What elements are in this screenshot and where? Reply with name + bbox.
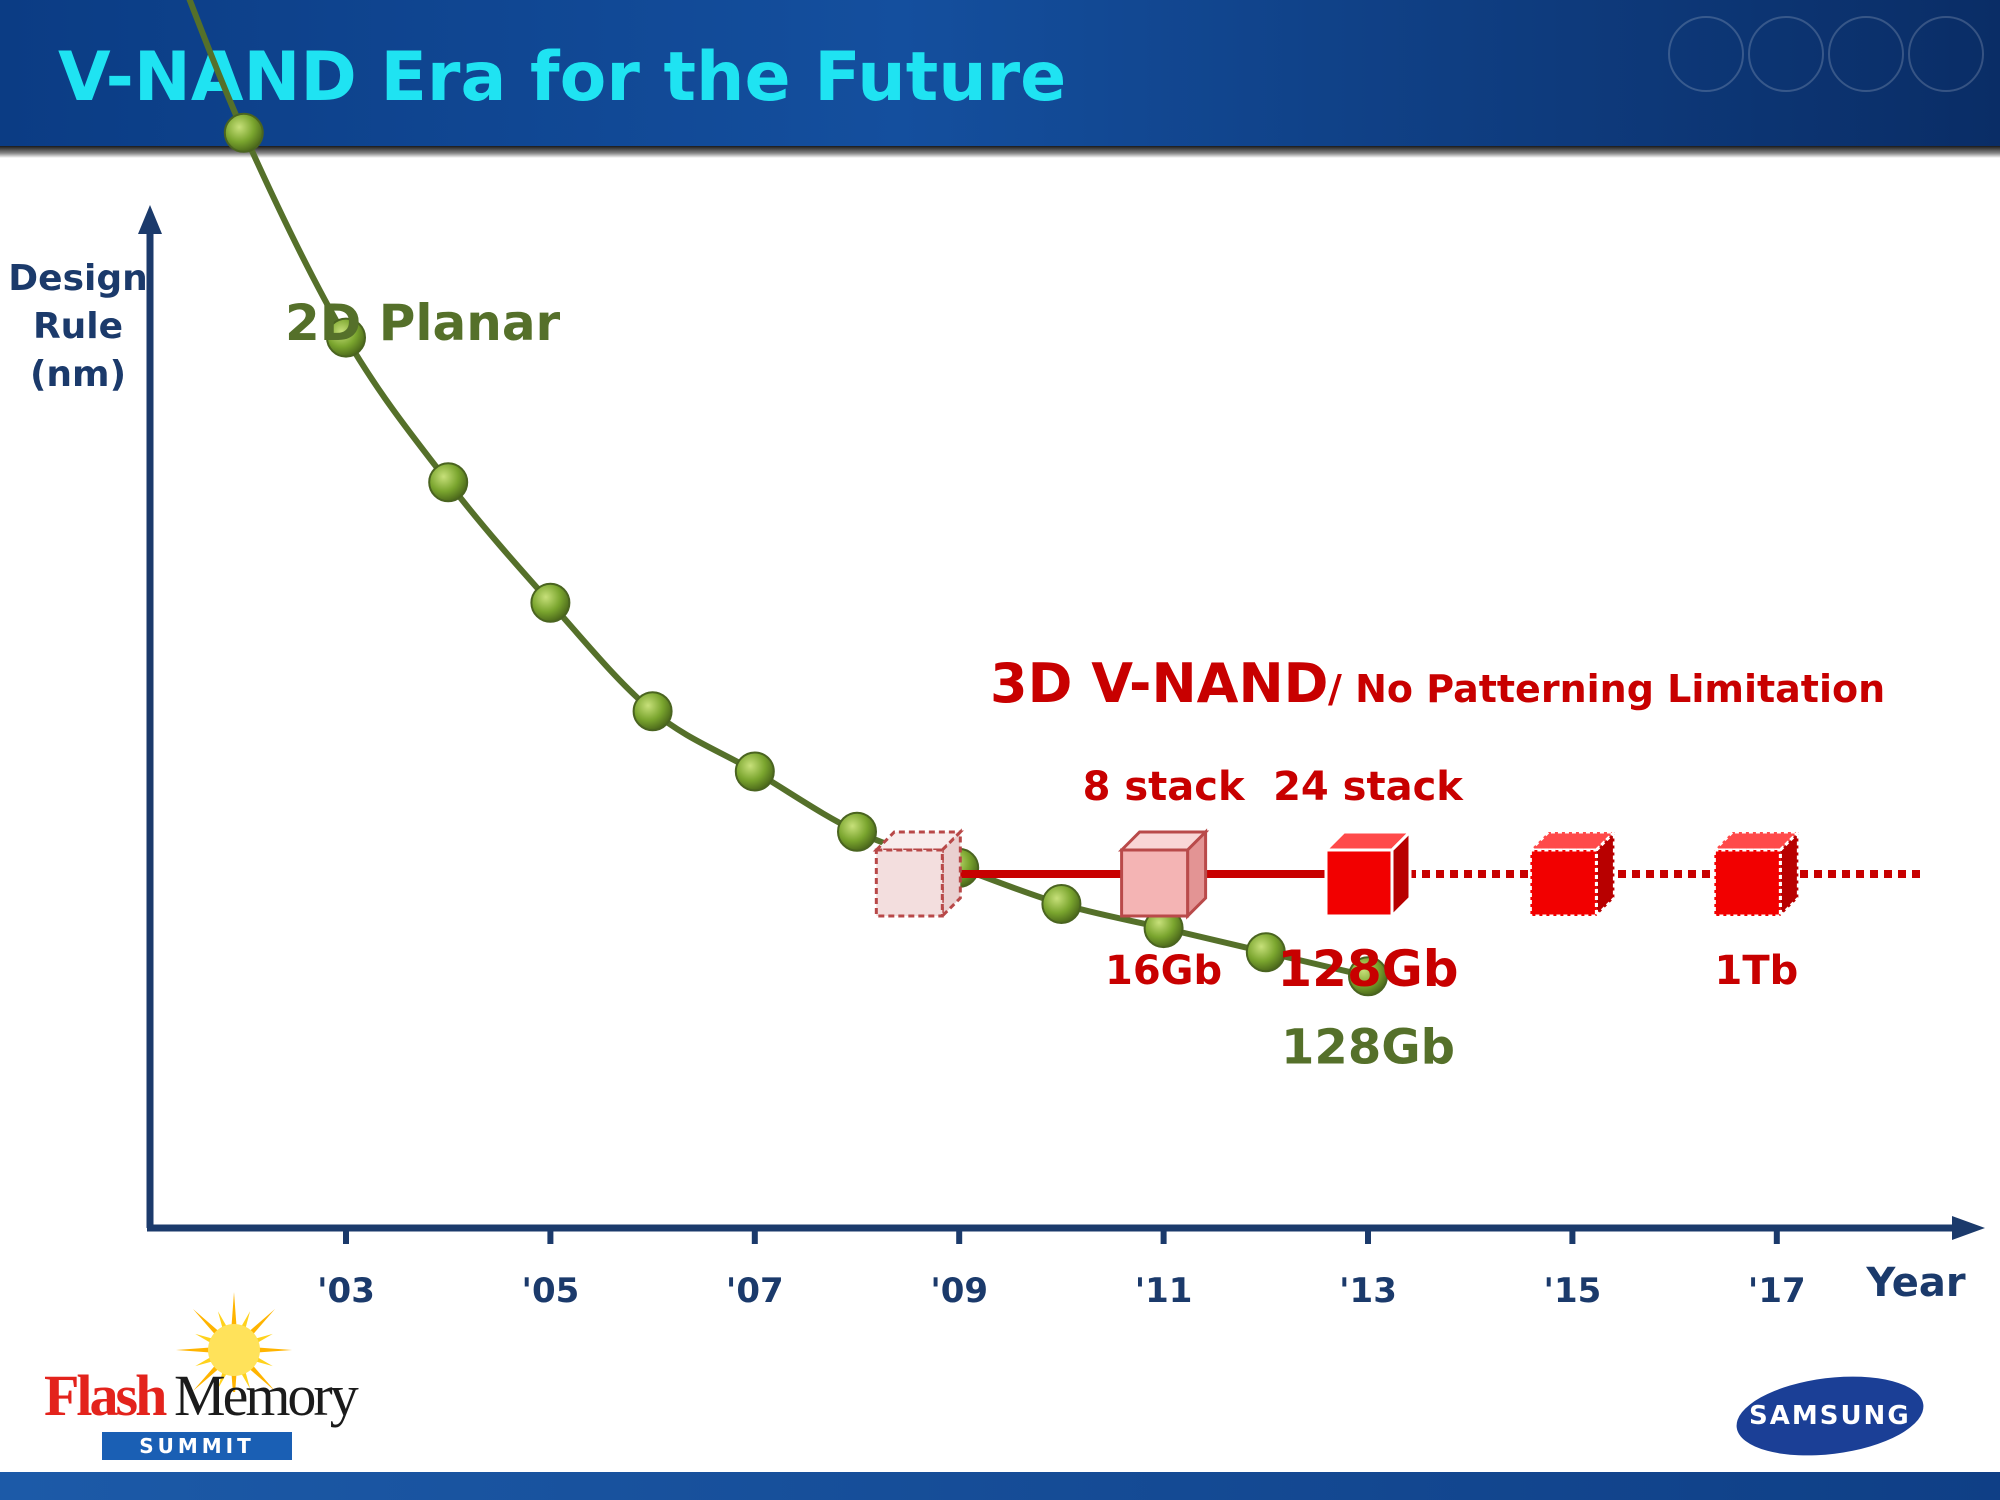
x-tick-label: '09 <box>930 1271 988 1311</box>
vnand-cube <box>1117 828 1210 920</box>
footer-bar <box>0 1472 2000 1500</box>
x-tick-label: '15 <box>1544 1271 1602 1311</box>
header-divider <box>0 146 2000 158</box>
x-tick-label: '17 <box>1748 1271 1806 1311</box>
cube-front <box>874 848 944 918</box>
disc-icon <box>1908 16 1984 92</box>
axis-labels: Design Rule (nm) Year <box>8 258 1966 1306</box>
vnand-capacity-label: 128Gb <box>1277 940 1458 998</box>
title-bar: V-NAND Era for the Future <box>0 0 2000 146</box>
planar-series: 2D Planar 128Gb <box>186 0 1455 1075</box>
vnand-title: 3D V-NAND <box>990 652 1328 715</box>
sun-ray <box>231 1371 237 1392</box>
sun-icon <box>176 1292 292 1392</box>
y-axis-arrow <box>138 205 162 234</box>
y-axis-label: (nm) <box>30 354 126 395</box>
vnand-cube <box>1710 828 1802 920</box>
chart-axes <box>138 205 1985 1244</box>
vnand-capacity-label: 16Gb <box>1105 948 1222 994</box>
chip-icon <box>1668 16 1744 92</box>
sun-ray <box>192 1308 221 1337</box>
processor-icon <box>1828 16 1904 92</box>
logo-memory-text: Memory <box>174 1363 359 1428</box>
logo-flash-text: Flash <box>44 1363 167 1428</box>
x-tick-label: '03 <box>317 1271 375 1311</box>
vnand-cube <box>872 828 964 920</box>
cube-front <box>1528 848 1598 918</box>
sun-ray <box>231 1292 237 1329</box>
vnand-stack-label: 24 stack <box>1273 764 1464 810</box>
planar-point <box>223 112 264 153</box>
planar-point <box>734 751 775 792</box>
planar-point <box>1041 884 1082 924</box>
vnand-cube <box>1322 828 1414 920</box>
planar-point <box>530 582 571 623</box>
x-tick-label: '11 <box>1135 1271 1193 1311</box>
cube-side <box>1594 828 1616 920</box>
cube-front <box>1712 848 1782 918</box>
x-tick-label: '13 <box>1339 1271 1397 1311</box>
flash-memory-summit-logo: Flash Memory SUMMIT <box>44 1282 364 1462</box>
planar-series-name: 2D Planar <box>285 294 561 352</box>
sun-ray <box>247 1363 276 1392</box>
cube-front <box>1120 848 1190 918</box>
sun-ray <box>255 1347 292 1353</box>
x-tick-label: '07 <box>726 1271 784 1311</box>
y-axis-label: Rule <box>33 306 123 347</box>
planar-point <box>632 691 673 732</box>
vnand-cube <box>1526 828 1619 920</box>
planar-end-label: 128Gb <box>1281 1019 1455 1075</box>
sun-ray <box>247 1308 276 1337</box>
x-axis-arrow <box>1952 1216 1985 1240</box>
planar-point <box>326 317 366 358</box>
sun-ray <box>176 1347 213 1353</box>
planar-point <box>1245 932 1286 973</box>
logo-summit-text: SUMMIT <box>102 1432 292 1460</box>
vnand-subtitle: / No Patterning Limitation <box>1328 667 1885 711</box>
planar-point <box>1348 956 1388 997</box>
x-tick-label: '05 <box>522 1271 580 1311</box>
planar-curve <box>186 0 1369 980</box>
y-axis-label: Design <box>8 258 147 299</box>
vnand-capacity-label: 1Tb <box>1714 948 1798 994</box>
page-title: V-NAND Era for the Future <box>58 38 1067 117</box>
cube-front <box>1324 848 1394 918</box>
cube-side <box>1778 828 1800 920</box>
memory-icon <box>1748 16 1824 92</box>
vnand-stack-label: 8 stack <box>1083 764 1246 810</box>
cube-side <box>940 828 962 920</box>
x-axis-label: Year <box>1865 1260 1965 1306</box>
planar-point <box>837 811 877 852</box>
sun-ray <box>192 1363 221 1392</box>
planar-point <box>428 462 469 503</box>
x-tick-labels: '03 '05 '07 '09 '11 '13 '15 '17 <box>317 1271 1806 1311</box>
samsung-logo-text: SAMSUNG <box>1749 1401 1911 1432</box>
vnand-series: 3D V-NAND / No Patterning Limitation 8 sta… <box>872 652 1920 998</box>
